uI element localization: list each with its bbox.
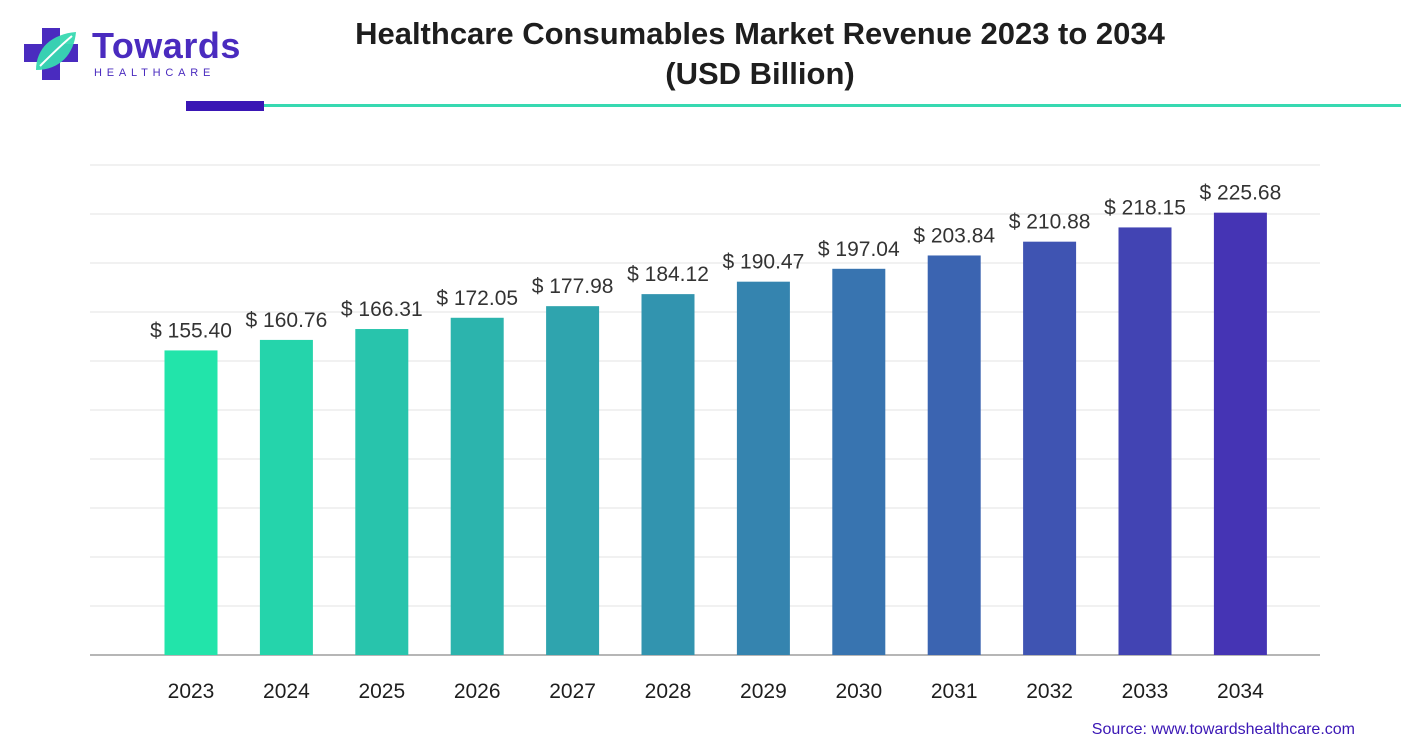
data-label: $ 190.47 (723, 251, 805, 274)
bar-2028 (641, 294, 695, 655)
bar-2029 (736, 281, 790, 655)
data-label: $ 225.68 (1200, 182, 1282, 205)
bar-2034 (1213, 212, 1267, 655)
x-tick-label: 2033 (1122, 680, 1169, 703)
x-tick-label: 2026 (454, 680, 501, 703)
data-label: $ 218.15 (1104, 196, 1186, 219)
bar-2025 (355, 329, 409, 655)
data-label: $ 166.31 (341, 298, 423, 321)
x-tick-label: 2034 (1217, 680, 1264, 703)
bar-2032 (1023, 241, 1077, 655)
data-label: $ 172.05 (436, 287, 518, 310)
data-label: $ 177.98 (532, 275, 614, 298)
chart-title-line-1: Healthcare Consumables Market Revenue 20… (355, 16, 1165, 51)
chart-title: Healthcare Consumables Market Revenue 20… (300, 14, 1220, 94)
bar-2027 (546, 306, 600, 655)
bar-2033 (1118, 227, 1172, 655)
data-label: $ 210.88 (1009, 211, 1091, 234)
bar-2026 (450, 317, 504, 655)
cross-leaf-icon (24, 28, 78, 80)
header-rule (264, 104, 1401, 107)
source-note: Source: www.towardshealthcare.com (1091, 721, 1355, 738)
chart-title-line-2: (USD Billion) (665, 56, 855, 91)
data-label: $ 184.12 (627, 263, 709, 286)
x-tick-label: 2029 (740, 680, 787, 703)
brand-name: Towards (92, 25, 241, 66)
data-label: $ 155.40 (150, 319, 232, 342)
bar-2030 (832, 268, 886, 655)
x-tick-label: 2024 (263, 680, 310, 703)
header-rule-accent (186, 101, 264, 111)
bar-2023 (164, 350, 218, 655)
brand-subtitle: HEALTHCARE (94, 67, 216, 79)
bar-2024 (259, 339, 313, 655)
brand-logo: Towards HEALTHCARE (22, 22, 240, 86)
x-tick-label: 2023 (168, 680, 215, 703)
data-label: $ 160.76 (246, 309, 328, 332)
data-label: $ 203.84 (913, 224, 995, 247)
bar-2031 (927, 255, 981, 655)
x-tick-label: 2027 (549, 680, 596, 703)
x-tick-label: 2030 (835, 680, 882, 703)
x-tick-label: 2028 (645, 680, 692, 703)
x-tick-label: 2031 (931, 680, 978, 703)
x-tick-label: 2032 (1026, 680, 1073, 703)
x-tick-label: 2025 (358, 680, 405, 703)
data-label: $ 197.04 (818, 238, 900, 261)
